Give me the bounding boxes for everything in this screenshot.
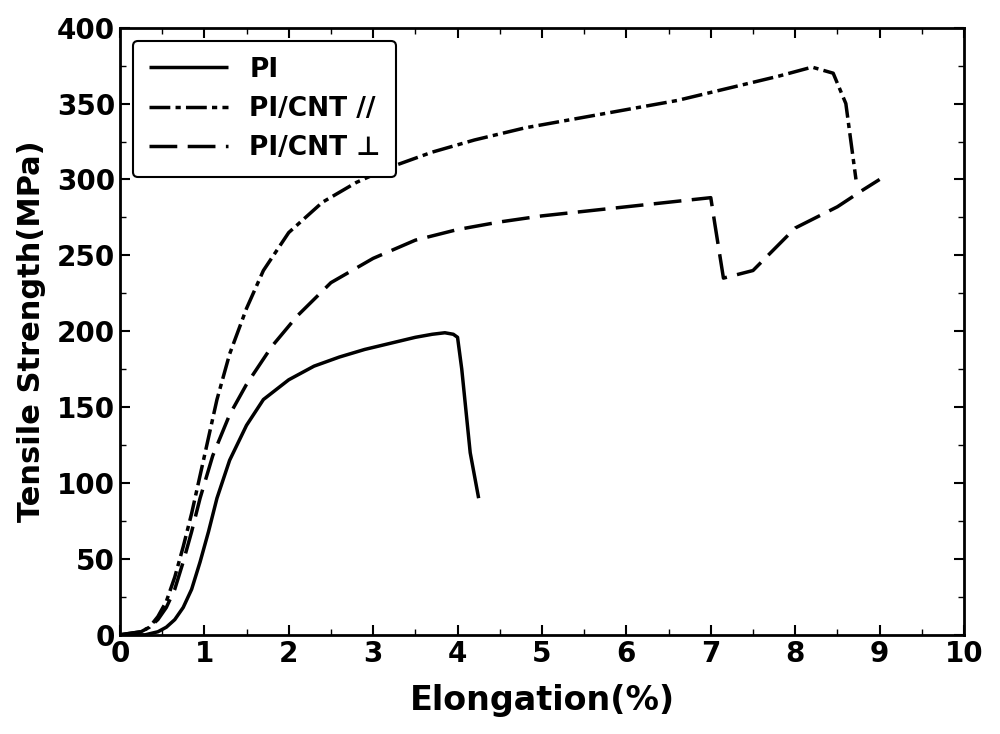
PI/CNT // [772,72,784,81]
PI/CNT ⊥ [717,274,729,283]
PI [160,623,172,632]
PI/CNT // [350,178,362,187]
PI/CNT ⊥ [409,236,421,244]
PI/CNT ⊥ [536,211,548,220]
PI/CNT ⊥ [135,628,147,636]
PI/CNT // [169,573,181,581]
PI/CNT // [519,123,531,132]
PI/CNT // [224,349,236,358]
PI/CNT // [671,96,683,105]
PI [359,345,371,354]
PI/CNT ⊥ [152,615,164,624]
PI/CNT ⊥ [241,380,253,389]
PI/CNT // [384,163,396,172]
PI [456,365,468,374]
PI [194,558,206,567]
PI/CNT ⊥ [663,198,675,207]
PI/CNT // [722,84,734,92]
PI/CNT ⊥ [114,631,126,639]
PI [426,330,438,338]
PI/CNT // [620,105,632,114]
PI [283,375,295,384]
PI [177,603,189,612]
PI/CNT ⊥ [325,278,337,287]
PI [473,494,485,503]
PI/CNT ⊥ [452,225,464,234]
PI/CNT ⊥ [578,207,590,216]
PI/CNT // [257,266,269,275]
PI/CNT // [177,542,189,551]
PI/CNT ⊥ [494,217,506,226]
PI [186,585,198,594]
PI [452,333,464,342]
PI [169,615,181,624]
PI/CNT // [426,148,438,156]
PI/CNT ⊥ [169,585,181,594]
PI [439,328,451,337]
PI/CNT // [850,175,862,184]
X-axis label: Elongation(%): Elongation(%) [409,684,675,717]
PI/CNT // [840,99,852,108]
PI/CNT ⊥ [789,224,801,233]
PI [241,421,253,429]
PI/CNT ⊥ [874,175,886,184]
Legend: PI, PI/CNT //, PI/CNT ⊥: PI, PI/CNT //, PI/CNT ⊥ [133,41,396,177]
PI/CNT // [316,198,328,207]
PI/CNT // [468,136,480,145]
PI/CNT // [283,228,295,237]
PI [308,362,320,371]
Line: PI: PI [120,333,479,635]
PI [114,631,126,639]
PI/CNT ⊥ [747,266,759,275]
PI [464,448,476,457]
PI/CNT // [827,69,839,78]
PI [139,631,151,639]
PI [152,628,164,636]
PI [447,330,459,338]
PI/CNT // [135,628,147,636]
PI [384,339,396,348]
PI/CNT // [203,433,215,442]
PI/CNT ⊥ [224,410,236,419]
PI/CNT // [211,395,223,404]
Line: PI/CNT //: PI/CNT // [120,67,856,635]
PI/CNT // [806,62,818,71]
PI [224,456,236,465]
PI/CNT ⊥ [857,186,869,195]
PI/CNT // [186,509,198,517]
PI/CNT // [160,597,172,606]
PI/CNT ⊥ [831,203,843,211]
PI/CNT // [194,471,206,480]
PI [257,395,269,404]
PI [203,527,215,536]
PI/CNT ⊥ [186,527,198,536]
PI/CNT // [143,623,155,632]
PI/CNT ⊥ [266,342,278,351]
PI [409,333,421,342]
PI/CNT // [241,304,253,313]
PI [333,352,345,361]
Line: PI/CNT ⊥: PI/CNT ⊥ [120,179,880,635]
Y-axis label: Tensile Strength(MPa): Tensile Strength(MPa) [17,140,46,522]
PI/CNT ⊥ [620,203,632,211]
PI/CNT ⊥ [705,193,717,202]
PI/CNT ⊥ [709,221,721,230]
PI/CNT ⊥ [160,603,172,612]
PI/CNT // [152,612,164,621]
PI/CNT ⊥ [367,254,379,263]
PI/CNT ⊥ [194,494,206,503]
PI/CNT ⊥ [143,623,155,632]
PI/CNT ⊥ [177,558,189,567]
PI [211,494,223,503]
PI/CNT // [570,115,582,123]
PI/CNT ⊥ [207,451,219,460]
PI/CNT ⊥ [291,312,303,321]
PI/CNT // [114,631,126,639]
